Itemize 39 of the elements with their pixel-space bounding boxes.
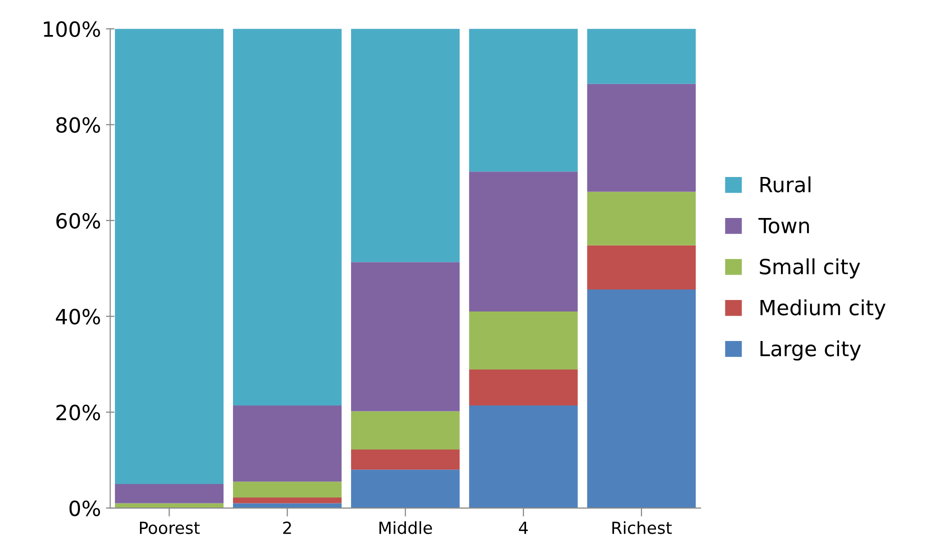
bar <box>469 405 578 508</box>
bar <box>232 482 342 498</box>
legend-label: Rural <box>760 176 810 192</box>
y-tick-label: 80% <box>56 117 100 133</box>
legend-label: Small city <box>760 258 860 278</box>
x-tick-label: 4 <box>518 522 528 534</box>
bar <box>351 450 460 470</box>
x-tick-label: Poorest <box>140 522 200 534</box>
bar <box>469 370 578 406</box>
legend-label: Town <box>758 218 809 234</box>
x-tick-label: Middle <box>379 521 432 534</box>
bar <box>232 503 342 508</box>
bar <box>232 28 342 406</box>
bar <box>469 28 578 172</box>
bar <box>114 28 224 484</box>
bar <box>469 312 578 370</box>
bar <box>351 411 460 450</box>
bar <box>351 28 460 262</box>
bar <box>587 245 696 290</box>
y-tick-label: 100% <box>44 21 100 38</box>
bar <box>469 172 578 312</box>
bar <box>114 503 224 508</box>
bar <box>232 405 342 482</box>
bar <box>232 497 342 504</box>
bar <box>114 484 224 504</box>
y-tick-label: 20% <box>56 404 100 420</box>
y-tick-label: 40% <box>56 308 100 325</box>
x-tick-label: Richest <box>612 521 672 534</box>
y-tick-label: 0% <box>70 500 100 516</box>
bar <box>587 192 696 246</box>
legend-label: Large city <box>760 340 861 360</box>
bar <box>351 470 460 508</box>
legend-label: Medium city <box>760 299 886 320</box>
bar <box>587 84 696 192</box>
x-tick-label: 2 <box>283 522 291 534</box>
bar <box>587 28 696 84</box>
bar <box>587 290 696 508</box>
y-tick-label: 60% <box>56 212 100 229</box>
bar <box>351 262 460 412</box>
